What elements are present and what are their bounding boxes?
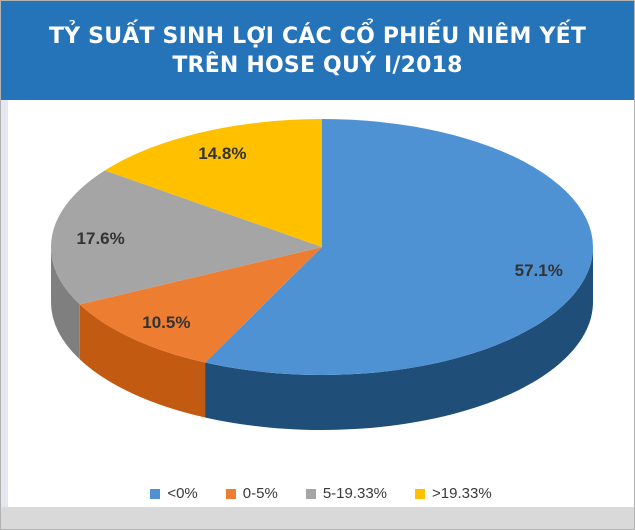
legend-item-lt0: <0% bbox=[150, 485, 198, 502]
legend-swatch-lt0-icon bbox=[150, 488, 161, 499]
legend-swatch-5-19-icon bbox=[305, 488, 316, 499]
legend-label-0-5: 0-5% bbox=[242, 485, 278, 502]
legend-label-gt19: >19.33% bbox=[432, 485, 492, 502]
bottom-margin-strip bbox=[1, 507, 634, 529]
slice-label-3: 14.8% bbox=[198, 144, 246, 163]
pie-chart-3d: 57.1% 10.5% 17.6% 14.8% bbox=[51, 119, 593, 430]
pie-slice-2 bbox=[51, 170, 323, 305]
slice-label-0: 57.1% bbox=[515, 261, 563, 280]
chart-title-banner: TỶ SUẤT SINH LỢI CÁC CỔ PHIẾU NIÊM YẾT T… bbox=[1, 1, 634, 100]
legend-label-lt0: <0% bbox=[167, 485, 198, 502]
pie-slice-1 bbox=[79, 247, 322, 363]
chart-legend: <0% 0-5% 5-19.33% >19.33% bbox=[8, 485, 634, 502]
legend-label-5-19: 5-19.33% bbox=[322, 485, 388, 502]
legend-item-5-19: 5-19.33% bbox=[305, 485, 388, 502]
chart-title-line2: TRÊN HOSE QUÝ I/2018 bbox=[172, 52, 463, 78]
pie-slice-3 bbox=[104, 119, 322, 247]
pie-slice-side-1 bbox=[79, 304, 206, 418]
legend-swatch-0-5-icon bbox=[225, 488, 236, 499]
left-margin-strip bbox=[1, 100, 8, 507]
slice-label-1: 10.5% bbox=[142, 313, 190, 332]
pie-slice-side-0 bbox=[205, 247, 593, 430]
legend-swatch-gt19-icon bbox=[415, 488, 426, 499]
pie-slice-0 bbox=[205, 119, 593, 375]
legend-item-0-5: 0-5% bbox=[225, 485, 278, 502]
chart-title-line1: TỶ SUẤT SINH LỢI CÁC CỔ PHIẾU NIÊM YẾT bbox=[48, 23, 587, 49]
slice-label-2: 17.6% bbox=[77, 229, 125, 248]
chart-panel: 57.1% 10.5% 17.6% 14.8% <0% 0-5% 5-19.33% >… bbox=[8, 100, 634, 507]
pie-slice-side-2 bbox=[51, 247, 80, 360]
legend-item-gt19: >19.33% bbox=[415, 485, 492, 502]
